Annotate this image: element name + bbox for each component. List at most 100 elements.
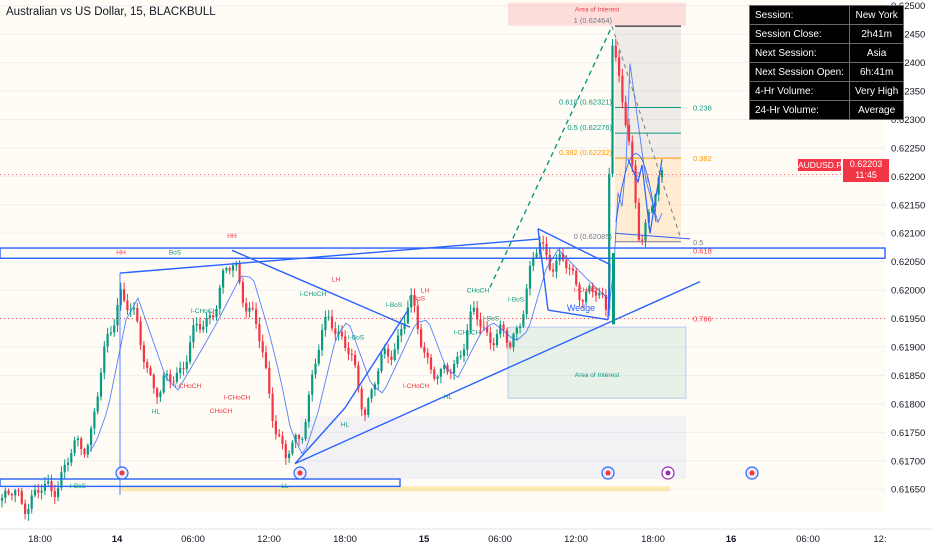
candle-body xyxy=(486,327,489,333)
candle-body xyxy=(370,389,373,399)
candle-body xyxy=(324,316,327,331)
session-value: New York xyxy=(848,5,905,25)
candle-body xyxy=(27,508,30,515)
triangle-edge xyxy=(294,407,346,465)
candle-body xyxy=(340,331,343,337)
session-key: Session: xyxy=(749,5,850,25)
fib-label: 0.382 (0.62232) xyxy=(559,148,612,157)
candle-body xyxy=(169,373,172,382)
candle-body xyxy=(264,352,268,368)
candle-body xyxy=(0,497,4,501)
candle-body xyxy=(307,394,310,422)
candle-body xyxy=(202,326,205,330)
candle-body xyxy=(76,438,79,441)
candle-body xyxy=(350,353,353,355)
candle-body xyxy=(159,392,162,398)
candle-body xyxy=(261,341,264,353)
time-axis[interactable]: 18:00 14 06:00 12:00 18:00 15 06:00 12:00 18:00 1… xyxy=(28,534,887,545)
structure-label: I-BoS xyxy=(508,297,525,304)
fib-label: 1 (0.62464) xyxy=(574,16,613,25)
candle-body xyxy=(162,375,165,393)
candle-body xyxy=(505,330,508,343)
candle-body xyxy=(215,308,218,318)
time-tick-label: 06:00 xyxy=(488,534,512,545)
candle-body xyxy=(43,483,46,491)
candle-body xyxy=(288,453,291,459)
structure-annotations: HH BoS HH I-CHoCH I-CHoCH I-CHoCH CHoCH HL LL I-B… xyxy=(70,6,649,490)
price-tick-label: 0.62000 xyxy=(891,286,925,297)
candle-body xyxy=(416,305,419,330)
fib-ratio-label: 0.5 xyxy=(693,238,703,247)
candle-body xyxy=(208,315,211,318)
price-tick-label: 0.61850 xyxy=(891,371,925,382)
structure-label: BoS xyxy=(169,249,182,256)
session-row: 24-Hr Volume: Average xyxy=(749,100,905,120)
candle-body xyxy=(17,490,20,492)
candle-body xyxy=(7,490,10,495)
price-tick-label: 0.61800 xyxy=(891,399,925,410)
candle-body xyxy=(472,307,475,312)
structure-label: HL xyxy=(444,394,453,401)
candle-body xyxy=(258,324,261,342)
candle-body xyxy=(489,332,492,344)
candle-body xyxy=(132,308,136,310)
candle-body xyxy=(542,242,545,244)
candle-body xyxy=(367,398,370,416)
candle-body xyxy=(106,333,109,347)
candle-body xyxy=(410,294,413,308)
candle-body xyxy=(321,330,324,350)
triangle-edge xyxy=(344,309,409,409)
candle-body xyxy=(327,316,330,318)
candle-body xyxy=(96,396,99,412)
price-tick-label: 0.61900 xyxy=(891,343,925,354)
price-tick-label: 0.61700 xyxy=(891,456,925,467)
candle-body xyxy=(33,490,37,496)
projection-line xyxy=(489,25,613,288)
candle-body xyxy=(433,369,436,379)
candle-body xyxy=(175,372,178,382)
candle-body xyxy=(314,363,317,375)
candle-body xyxy=(57,487,60,498)
structure-label: I-BoS xyxy=(409,295,426,302)
price-tick-label: 0.62250 xyxy=(891,143,925,154)
structure-label: 3 xyxy=(645,177,649,184)
time-tick-label: 15 xyxy=(419,534,430,545)
structure-label: I-CHoCH xyxy=(574,287,601,294)
candles xyxy=(0,38,664,521)
candle-body xyxy=(423,346,426,353)
candle-body xyxy=(86,445,89,455)
ascending-trendline xyxy=(294,280,701,465)
candle-body xyxy=(126,300,129,311)
structure-label: HH xyxy=(116,249,126,256)
candle-body xyxy=(621,75,624,103)
candle-body xyxy=(212,315,215,318)
candle-body xyxy=(453,363,456,374)
candle-body xyxy=(146,362,149,368)
candle-body xyxy=(429,357,433,370)
fib-ratio-label: 0.236 xyxy=(693,104,712,113)
candle-body xyxy=(93,411,96,429)
price-tick-label: 0.61950 xyxy=(891,314,925,325)
candle-body xyxy=(60,472,63,488)
candle-body xyxy=(24,503,27,515)
demand-zone xyxy=(508,327,686,399)
event-flag-dot xyxy=(749,470,755,476)
supply-zone xyxy=(508,2,686,26)
session-value: Average xyxy=(848,100,905,120)
structure-label: 2 xyxy=(636,171,640,178)
candle-body xyxy=(344,336,347,348)
chart-grid xyxy=(0,5,885,490)
structure-label: I-BoS xyxy=(70,483,87,490)
candle-body xyxy=(317,349,320,364)
structure-label: I-BoS xyxy=(348,335,365,342)
price-axis[interactable]: 0.62500 0.62450 0.62400 0.62350 0.62300 0.622… xyxy=(891,1,925,496)
time-tick-label: 12:00 xyxy=(564,534,588,545)
candle-body xyxy=(70,453,73,463)
candle-body xyxy=(231,265,235,271)
candle-body xyxy=(588,285,591,292)
candle-body xyxy=(383,348,386,355)
candle-body xyxy=(30,495,33,509)
candle-body xyxy=(581,300,584,302)
event-flag-dot xyxy=(605,470,611,476)
candle-body xyxy=(641,239,644,241)
